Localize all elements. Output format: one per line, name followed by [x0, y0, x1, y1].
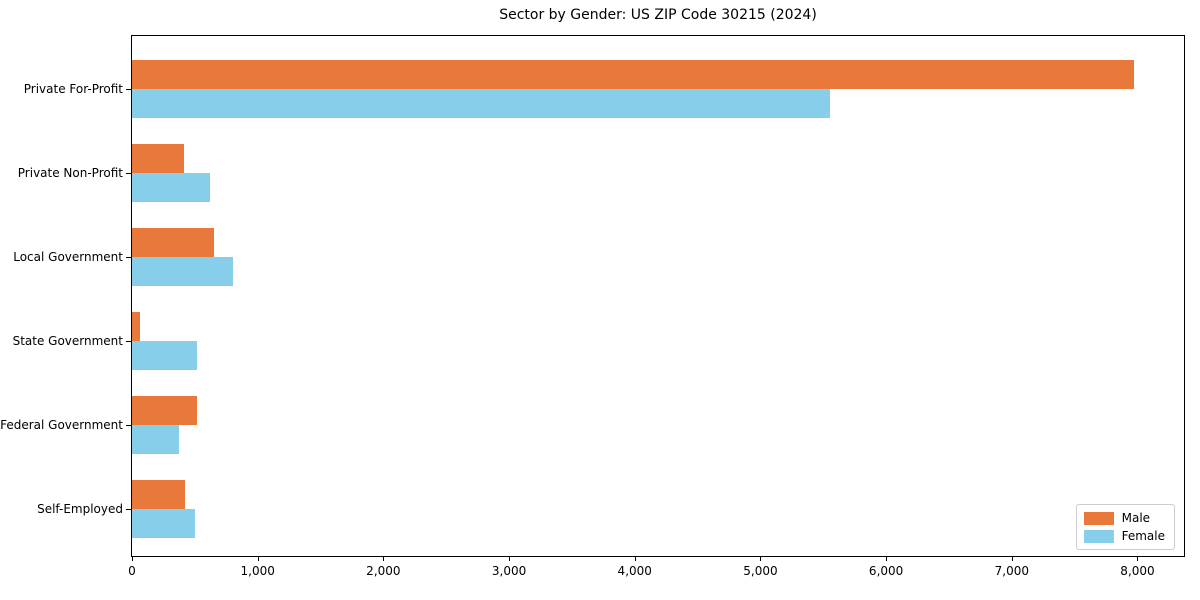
bar-male-6	[132, 480, 185, 509]
x-axis-tick	[886, 556, 888, 561]
x-tick-label: 6,000	[868, 564, 904, 578]
y-category-label: Private For-Profit	[23, 82, 123, 96]
x-axis-tick	[383, 556, 385, 561]
bar-female-3	[132, 257, 233, 286]
x-axis-tick	[760, 556, 762, 561]
bar-female-5	[132, 425, 179, 454]
y-axis-tick	[126, 89, 131, 90]
legend-label-male: Male	[1121, 511, 1151, 525]
x-tick-label: 2,000	[366, 564, 401, 578]
legend-swatch-female-icon	[1083, 529, 1114, 543]
y-axis-tick	[126, 173, 131, 174]
y-category-label: Self-Employed	[37, 502, 123, 516]
y-axis-tick	[126, 257, 131, 258]
y-category-label: Local Government	[13, 250, 123, 264]
bar-female-2	[132, 173, 210, 202]
legend-label-female: Female	[1121, 529, 1165, 543]
x-axis-tick	[1137, 556, 1139, 561]
bar-male-2	[132, 144, 185, 173]
x-axis-tick	[509, 556, 511, 561]
y-category-label: State Government	[12, 334, 123, 348]
bar-female-4	[132, 341, 198, 370]
y-axis-tick	[126, 509, 131, 510]
x-tick-label: 7,000	[994, 564, 1029, 578]
y-category-label: Federal Government	[0, 418, 123, 432]
bar-male-5	[132, 396, 198, 425]
legend-entry-female: Female	[1083, 529, 1165, 543]
legend-swatch-male-icon	[1083, 511, 1114, 525]
bar-male-1	[132, 60, 1134, 89]
y-axis-tick	[126, 341, 131, 342]
bar-female-1	[132, 89, 830, 118]
y-category-label: Private Non-Profit	[17, 166, 123, 180]
bar-male-3	[132, 228, 214, 257]
y-axis-tick	[126, 425, 131, 426]
legend-entry-male: Male	[1083, 511, 1165, 525]
plot-area: Male Female Private For-Profit Private No…	[0, 35, 1185, 578]
x-tick-label: 8,000	[1120, 564, 1155, 578]
bar-male-4	[132, 312, 140, 341]
bar-female-6	[132, 509, 195, 538]
x-tick-label: 1,000	[240, 564, 275, 578]
x-tick-label: 3,000	[491, 564, 527, 578]
chart-title: Sector by Gender: US ZIP Code 30215 (202…	[499, 7, 817, 23]
x-axis-tick	[132, 556, 133, 561]
x-axis-tick	[634, 556, 636, 561]
x-tick-label: 0	[128, 564, 136, 578]
x-tick-label: 5,000	[743, 564, 778, 578]
x-axis-tick	[257, 556, 259, 561]
legend: Male Female	[1075, 504, 1175, 550]
x-tick-label: 4,000	[617, 564, 652, 578]
x-axis-tick	[1011, 556, 1013, 561]
